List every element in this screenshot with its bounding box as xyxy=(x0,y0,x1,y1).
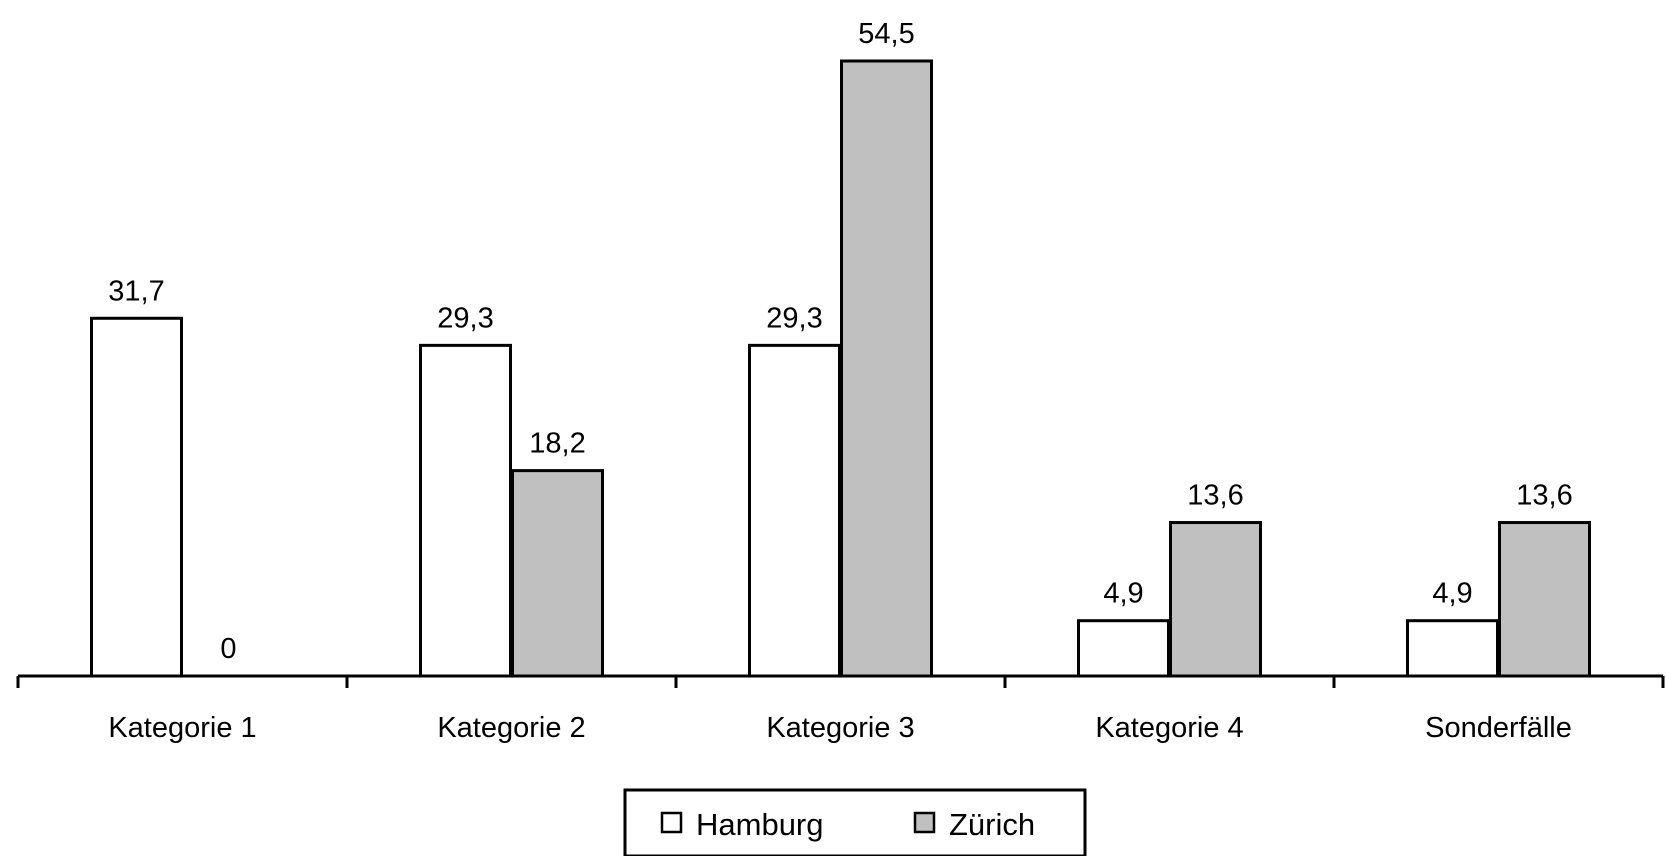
data-label-zuerich-kategorie-4: 13,6 xyxy=(1187,480,1243,512)
x-tick-label-kategorie-1: Kategorie 1 xyxy=(108,712,256,744)
legend-label-hamburg: Hamburg xyxy=(696,807,824,842)
x-tick-label-kategorie-3: Kategorie 3 xyxy=(766,712,914,744)
bar-zuerich-kategorie-4 xyxy=(1169,521,1262,678)
data-label-zuerich-kategorie-3: 54,5 xyxy=(858,18,914,50)
bar-hamburg-sonderfaelle xyxy=(1406,619,1499,678)
data-label-hamburg-kategorie-3: 29,3 xyxy=(766,302,822,334)
bar-zuerich-kategorie-2 xyxy=(511,469,604,678)
bar-zuerich-kategorie-3 xyxy=(840,59,933,678)
bar-hamburg-kategorie-2 xyxy=(419,343,512,678)
x-tick-label-kategorie-2: Kategorie 2 xyxy=(437,712,585,744)
bar-hamburg-kategorie-3 xyxy=(748,343,841,678)
x-tick-label-sonderfaelle: Sonderfälle xyxy=(1425,712,1572,744)
legend-swatch-hamburg xyxy=(660,811,683,834)
data-label-zuerich-kategorie-2: 18,2 xyxy=(529,428,585,460)
data-label-hamburg-kategorie-4: 4,9 xyxy=(1103,578,1143,610)
data-label-zuerich-kategorie-1: 0 xyxy=(220,633,236,665)
legend-label-zuerich: Zürich xyxy=(949,807,1035,842)
bar-hamburg-kategorie-4 xyxy=(1077,619,1170,678)
x-tick-label-kategorie-4: Kategorie 4 xyxy=(1095,712,1243,744)
data-label-hamburg-sonderfaelle: 4,9 xyxy=(1432,578,1472,610)
data-label-hamburg-kategorie-1: 31,7 xyxy=(108,275,164,307)
data-label-hamburg-kategorie-2: 29,3 xyxy=(437,302,493,334)
bar-zuerich-sonderfaelle xyxy=(1498,521,1591,678)
data-label-zuerich-sonderfaelle: 13,6 xyxy=(1516,480,1572,512)
bar-hamburg-kategorie-1 xyxy=(90,316,183,678)
legend-box xyxy=(623,788,1087,856)
legend-swatch-zuerich xyxy=(913,811,936,834)
